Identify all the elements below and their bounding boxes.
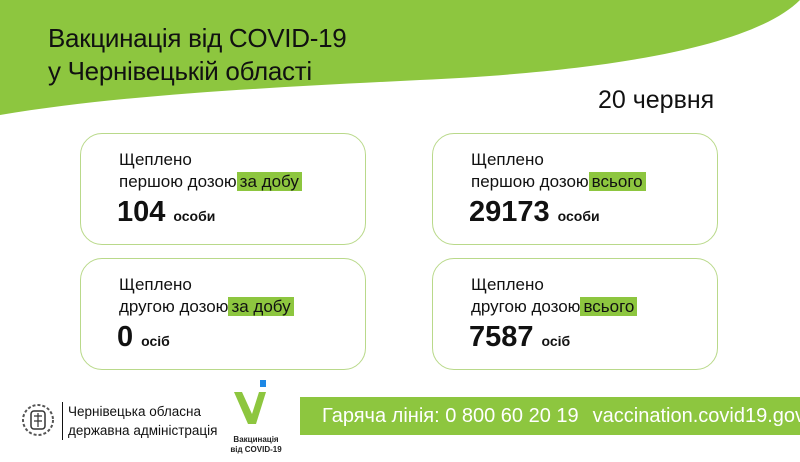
date-label: 20 червня xyxy=(598,86,715,114)
card-sublabel: другою дозою за добу xyxy=(119,297,294,317)
card-label: Щеплено xyxy=(471,275,544,294)
coat-of-arms-icon xyxy=(22,404,54,436)
card-first-dose-total: Щеплено першою дозою всього 29173 особи xyxy=(432,133,718,245)
hotline-banner: Гаряча лінія: 0 800 60 20 19 vaccination.… xyxy=(300,397,800,435)
hotline-text: Гаряча лінія: 0 800 60 20 19 xyxy=(322,405,579,427)
org-name: Чернівецька обласна державна адміністрац… xyxy=(62,402,217,440)
highlight: всього xyxy=(588,172,646,191)
card-second-dose-daily: Щеплено другою дозою за добу 0 осіб xyxy=(80,258,366,370)
vaccination-logo: Вакцинація від COVID-19 xyxy=(226,378,286,455)
card-value: 7587 осіб xyxy=(469,321,571,353)
card-second-dose-total: Щеплено другою дозою всього 7587 осіб xyxy=(432,258,718,370)
title-line-2: у Чернівецькій області xyxy=(48,56,312,86)
highlight: за добу xyxy=(236,172,302,191)
card-first-dose-daily: Щеплено першою дозою за добу 104 особи xyxy=(80,133,366,245)
card-label: Щеплено xyxy=(119,150,192,169)
website-link[interactable]: vaccination.covid19.gov.ua xyxy=(592,405,800,427)
title-line-1: Вакцинація від COVID-19 xyxy=(48,23,347,53)
card-sublabel: першою дозою всього xyxy=(471,172,646,192)
card-value: 104 особи xyxy=(117,196,216,228)
card-value: 29173 особи xyxy=(469,196,600,228)
card-label: Щеплено xyxy=(119,275,192,294)
highlight: за добу xyxy=(228,297,294,316)
card-label: Щеплено xyxy=(471,150,544,169)
card-value: 0 осіб xyxy=(117,321,170,353)
v-logo-icon xyxy=(234,380,266,424)
card-sublabel: першою дозою за добу xyxy=(119,172,302,192)
highlight: всього xyxy=(580,297,638,316)
page-title: Вакцинація від COVID-19 у Чернівецькій о… xyxy=(48,22,347,88)
card-sublabel: другою дозою всього xyxy=(471,297,638,317)
